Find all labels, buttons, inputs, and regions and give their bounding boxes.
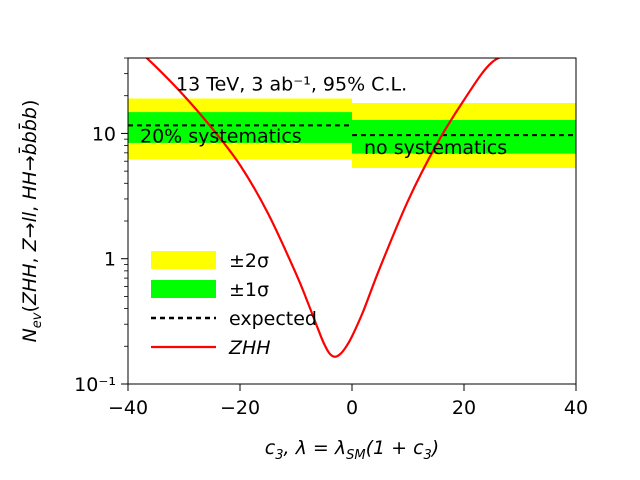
legend-label-2: expected <box>229 308 317 330</box>
x-tick-label-1: −20 <box>220 397 260 419</box>
legend-label-0: ±2σ <box>229 250 269 272</box>
band-sigma1-1 <box>352 119 576 154</box>
y-axis-label: Nev(ZHH, Z→ll, HH→b̄bb̄b) <box>17 100 45 343</box>
series-zhh-line <box>145 58 502 358</box>
band-layer <box>128 98 576 168</box>
x-tick-label-2: 0 <box>346 397 358 419</box>
legend-label-3: ZHH <box>228 337 271 359</box>
y-tick-label-0: 10⁻¹ <box>74 374 116 396</box>
annotation-1: 20% systematics <box>140 125 302 147</box>
x-axis-label: c3, λ = λSM(1 + c3) <box>265 437 439 463</box>
legend-swatch-0 <box>151 251 216 269</box>
y-tick-label-1: 1 <box>104 249 116 271</box>
band-sigma1-0 <box>128 112 352 143</box>
annotation-0: 13 TeV, 3 ab⁻¹, 95% C.L. <box>176 74 407 96</box>
annotation-2: no systematics <box>364 137 507 159</box>
tick-layer: −40 −20 0 20 40 10⁻¹ 1 10 <box>74 57 588 419</box>
legend: ±2σ ±1σ expected ZHH <box>151 250 317 359</box>
y-tick-label-2: 10 <box>92 123 116 145</box>
x-tick-label-4: 40 <box>564 397 588 419</box>
legend-swatch-1 <box>151 280 216 298</box>
legend-label-1: ±1σ <box>229 279 269 301</box>
x-tick-label-0: −40 <box>108 397 148 419</box>
x-tick-label-3: 20 <box>452 397 476 419</box>
curve-layer <box>145 58 502 358</box>
annotation-layer: 13 TeV, 3 ab⁻¹, 95% C.L. 20% systematics n… <box>140 74 507 159</box>
